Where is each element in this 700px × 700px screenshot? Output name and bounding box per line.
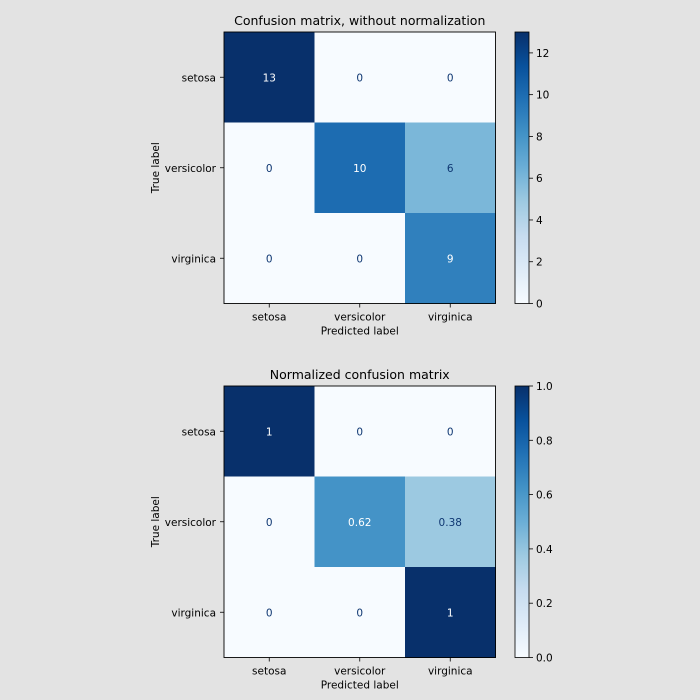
y-tick-label: virginica — [171, 253, 216, 265]
x-axis-label: Predicted label — [321, 680, 399, 692]
matrix-cell — [314, 476, 406, 568]
colorbar-tick-label: 1.0 — [536, 381, 553, 393]
x-axis-label: Predicted label — [321, 326, 399, 338]
cell-value-label: 0.62 — [348, 517, 371, 529]
confusion-matrix-raw: Confusion matrix, without normalization 1… — [150, 13, 549, 338]
matrix-cell — [224, 386, 315, 477]
matrix-cell — [314, 567, 406, 658]
matrix-cell — [224, 122, 315, 214]
chart-title: Normalized confusion matrix — [270, 367, 450, 382]
x-tick-label: versicolor — [334, 312, 386, 324]
matrix-cell — [314, 122, 406, 214]
x-tick-label: versicolor — [334, 666, 386, 678]
cell-value-label: 10 — [353, 163, 366, 175]
colorbar — [515, 32, 529, 304]
cell-value-label: 0 — [356, 607, 363, 619]
cell-value-label: 1 — [266, 426, 273, 438]
colorbar-tick-label: 0.0 — [536, 653, 553, 665]
chart-title: Confusion matrix, without normalization — [234, 13, 485, 28]
y-tick-label: setosa — [182, 426, 216, 438]
y-tick-label: versicolor — [165, 517, 217, 529]
colorbar-tick-label: 4 — [536, 215, 543, 227]
y-tick-label: versicolor — [165, 163, 217, 175]
cell-value-label: 0 — [266, 253, 273, 265]
colorbar-tick-label: 8 — [536, 131, 543, 143]
cell-value-label: 0 — [356, 426, 363, 438]
cell-value-label: 0.38 — [439, 517, 462, 529]
cell-value-label: 1 — [447, 607, 454, 619]
matrix-cell — [224, 567, 315, 658]
x-tick-label: virginica — [428, 666, 473, 678]
colorbar-tick-label: 0 — [536, 299, 543, 311]
colorbar — [515, 386, 529, 658]
matrix-cell — [224, 213, 315, 304]
matrix-cell — [314, 32, 406, 123]
matrix-cell — [224, 476, 315, 568]
y-axis-label: True label — [150, 496, 162, 548]
colorbar-tick-label: 0.2 — [536, 598, 553, 610]
colorbar-tick-label: 0.8 — [536, 435, 553, 447]
matrix-cell — [405, 122, 496, 214]
cell-value-label: 0 — [266, 517, 273, 529]
cell-value-label: 0 — [356, 253, 363, 265]
y-axis-label: True label — [150, 142, 162, 194]
matrix-cell — [405, 32, 496, 123]
cell-value-label: 0 — [447, 72, 454, 84]
x-tick-label: setosa — [252, 312, 286, 324]
matrix-cell — [405, 386, 496, 477]
matrix-cell — [314, 213, 406, 304]
matrix-cell — [224, 32, 315, 123]
colorbar-tick-label: 0.4 — [536, 544, 553, 556]
x-tick-label: virginica — [428, 312, 473, 324]
matrix-cell — [405, 476, 496, 568]
colorbar-tick-label: 10 — [536, 90, 549, 102]
x-tick-label: setosa — [252, 666, 286, 678]
colorbar-tick-label: 2 — [536, 257, 543, 269]
matrix-cell — [314, 386, 406, 477]
cell-value-label: 0 — [266, 607, 273, 619]
colorbar-frame — [514, 385, 530, 658]
cell-value-label: 0 — [447, 426, 454, 438]
matrix-cell — [405, 567, 496, 658]
cell-value-label: 13 — [263, 72, 276, 84]
colorbar-frame — [514, 31, 530, 304]
colorbar-tick-label: 6 — [536, 173, 543, 185]
cell-value-label: 0 — [356, 72, 363, 84]
y-tick-label: setosa — [182, 72, 216, 84]
cell-value-label: 9 — [447, 253, 454, 265]
y-tick-label: virginica — [171, 607, 216, 619]
cell-value-label: 0 — [266, 163, 273, 175]
matrix-cell — [405, 213, 496, 304]
colorbar-tick-label: 12 — [536, 48, 549, 60]
colorbar-tick-label: 0.6 — [536, 490, 553, 502]
confusion-matrix-normalized: Normalized confusion matrix 1 0 0 0 0.62 0.38 0… — [150, 367, 553, 692]
cell-value-label: 6 — [447, 163, 454, 175]
